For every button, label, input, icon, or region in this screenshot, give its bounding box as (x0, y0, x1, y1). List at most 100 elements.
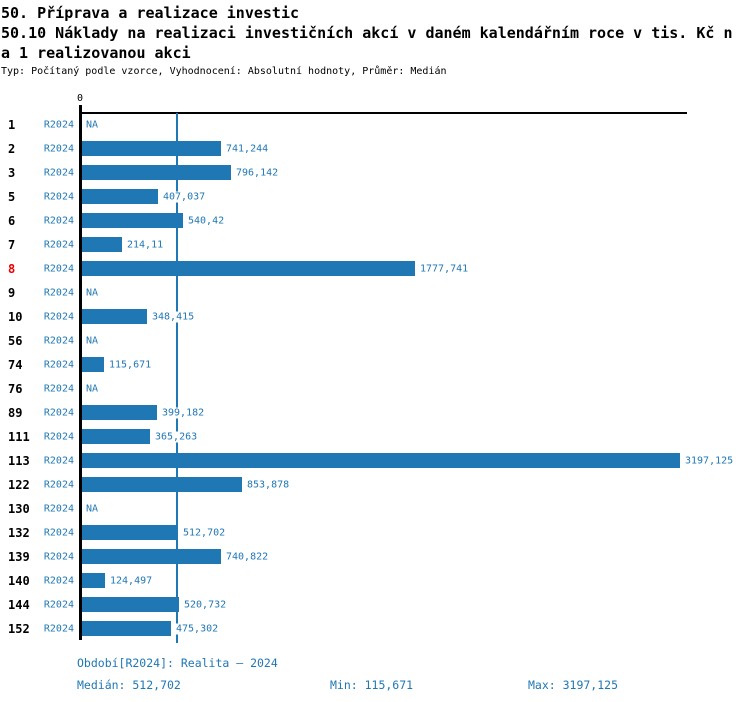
bar-value-label: 740,822 (225, 551, 270, 563)
row-series-label: R2024 (43, 263, 74, 275)
row-category-label: 132 (8, 526, 30, 540)
bar (82, 597, 179, 612)
bar-value-label: 741,244 (225, 143, 270, 155)
title-line-2: 50.10 Náklady na realizaci investičních … (1, 24, 733, 42)
row-series-label: R2024 (43, 335, 74, 347)
chart-row: 3 R2024 796,142 (0, 161, 750, 185)
row-series-label: R2024 (43, 191, 74, 203)
bar-value-label: 348,415 (151, 311, 196, 323)
bar-value-label: 365,263 (154, 431, 199, 443)
row-category-label: 152 (8, 622, 30, 636)
row-category-label: 89 (8, 406, 23, 420)
bar-value-label: 399,182 (161, 407, 206, 419)
bar (82, 165, 231, 180)
bar-value-label: 3197,125 (684, 455, 735, 467)
chart-row: 2 R2024 741,244 (0, 137, 750, 161)
bar-value-label: NA (85, 119, 100, 131)
row-series-label: R2024 (43, 479, 74, 491)
chart-row: 89 R2024 399,182 (0, 401, 750, 425)
chart-row: 56 R2024 NA (0, 329, 750, 353)
bar (82, 525, 178, 540)
stat-min: Min: 115,671 (330, 678, 414, 692)
y-axis-line (79, 105, 82, 640)
title-line-1: 50. Příprava a realizace investic (1, 4, 300, 22)
chart-row: 9 R2024 NA (0, 281, 750, 305)
row-category-label: 140 (8, 574, 30, 588)
chart-row: 1 R2024 NA (0, 113, 750, 137)
row-series-label: R2024 (43, 167, 74, 179)
chart-subtitle: Typ: Počítaný podle vzorce, Vyhodnocení:… (1, 66, 447, 77)
row-series-label: R2024 (43, 407, 74, 419)
row-category-label: 10 (8, 310, 23, 324)
bar (82, 549, 221, 564)
bar (82, 429, 150, 444)
bar (82, 357, 104, 372)
title-line-3: a 1 realizovanou akci (1, 44, 191, 62)
bar-value-label: NA (85, 503, 100, 515)
bar-value-label: 115,671 (108, 359, 153, 371)
stat-max: Max: 3197,125 (528, 678, 619, 692)
bar (82, 477, 242, 492)
bar-value-label: 520,732 (183, 599, 228, 611)
row-category-label: 8 (8, 262, 16, 276)
chart-row: 140 R2024 124,497 (0, 569, 750, 593)
bar-value-label: 512,702 (182, 527, 227, 539)
bar-value-label: 214,11 (126, 239, 165, 251)
median-line (176, 113, 178, 643)
row-series-label: R2024 (43, 431, 74, 443)
chart-row: 111 R2024 365,263 (0, 425, 750, 449)
row-category-label: 7 (8, 238, 16, 252)
row-series-label: R2024 (43, 623, 74, 635)
bar (82, 213, 183, 228)
chart-row: 5 R2024 407,037 (0, 185, 750, 209)
chart-row: 122 R2024 853,878 (0, 473, 750, 497)
row-category-label: 111 (8, 430, 30, 444)
chart-rows: 1 R2024 NA 2 R2024 741,244 3 R2024 796,142 5 R2024… (0, 113, 750, 641)
chart-row: 144 R2024 520,732 (0, 593, 750, 617)
page-title: 50. Příprava a realizace investic 50.10 … (1, 3, 733, 63)
row-series-label: R2024 (43, 551, 74, 563)
bar-value-label: 853,878 (246, 479, 291, 491)
row-series-label: R2024 (43, 143, 74, 155)
bar (82, 189, 158, 204)
row-category-label: 9 (8, 286, 16, 300)
x-axis-line (79, 112, 687, 114)
period-label: Období[R2024]: Realita – 2024 (77, 656, 278, 670)
row-series-label: R2024 (43, 119, 74, 131)
bar-value-label: 540,42 (187, 215, 226, 227)
row-series-label: R2024 (43, 527, 74, 539)
bar-value-label: 407,037 (162, 191, 207, 203)
row-category-label: 3 (8, 166, 16, 180)
bar-value-label: 124,497 (109, 575, 154, 587)
chart-row: 6 R2024 540,42 (0, 209, 750, 233)
row-series-label: R2024 (43, 575, 74, 587)
bar (82, 405, 157, 420)
row-series-label: R2024 (43, 455, 74, 467)
chart-row: 130 R2024 NA (0, 497, 750, 521)
chart-row: 76 R2024 NA (0, 377, 750, 401)
row-series-label: R2024 (43, 359, 74, 371)
chart-row: 7 R2024 214,11 (0, 233, 750, 257)
x-axis-zero-tick-label: 0 (76, 93, 84, 104)
bar (82, 453, 680, 468)
row-category-label: 130 (8, 502, 30, 516)
row-category-label: 2 (8, 142, 16, 156)
bar-value-label: NA (85, 335, 100, 347)
row-category-label: 144 (8, 598, 30, 612)
bar (82, 309, 147, 324)
row-category-label: 122 (8, 478, 30, 492)
row-category-label: 76 (8, 382, 23, 396)
chart-row: 74 R2024 115,671 (0, 353, 750, 377)
row-category-label: 113 (8, 454, 30, 468)
bar-value-label: NA (85, 287, 100, 299)
row-series-label: R2024 (43, 383, 74, 395)
chart-row: 8 R2024 1777,741 (0, 257, 750, 281)
bar-value-label: 796,142 (235, 167, 280, 179)
chart-row: 113 R2024 3197,125 (0, 449, 750, 473)
bar (82, 237, 122, 252)
row-category-label: 74 (8, 358, 23, 372)
row-series-label: R2024 (43, 599, 74, 611)
bar (82, 261, 415, 276)
chart-row: 139 R2024 740,822 (0, 545, 750, 569)
